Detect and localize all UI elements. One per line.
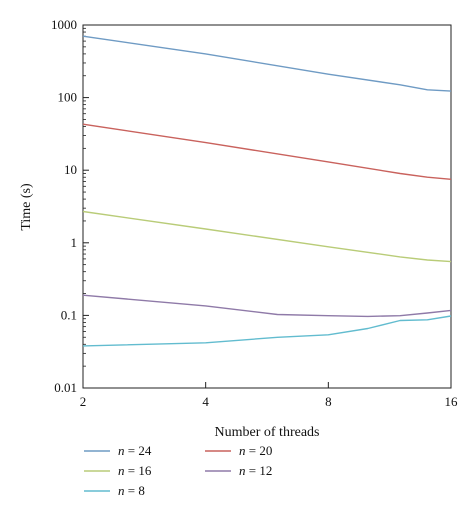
legend: n = 24 n = 20 n = 16 n = 12 n = 8 xyxy=(84,443,272,498)
x-axis-title: Number of threads xyxy=(215,425,320,440)
series-line-5 xyxy=(82,315,452,347)
legend-item-3: n = 16 xyxy=(84,463,152,478)
series-line-2 xyxy=(82,123,452,180)
legend-label: n = 24 xyxy=(118,443,152,458)
legend-label: n = 12 xyxy=(239,463,272,478)
legend-label: n = 20 xyxy=(239,443,272,458)
x-axis-ticks: 2 4 8 16 xyxy=(80,382,458,409)
legend-label: n = 8 xyxy=(118,483,145,498)
legend-item-4: n = 12 xyxy=(205,463,272,478)
y-axis-title: Time (s) xyxy=(19,183,34,231)
plot-area-frame xyxy=(82,24,452,389)
series-line-1 xyxy=(82,35,452,92)
y-tick-label: 0.01 xyxy=(54,380,77,395)
y-axis-ticks: 0.01 0.1 1 10 100 1000 xyxy=(51,17,89,395)
y-tick-label: 1000 xyxy=(51,17,77,32)
x-tick-label: 4 xyxy=(202,394,209,409)
y-tick-label: 0.1 xyxy=(61,307,77,322)
series-line-3 xyxy=(82,210,452,263)
series-line-4 xyxy=(82,294,452,318)
legend-item-5: n = 8 xyxy=(84,483,145,498)
y-tick-label: 1 xyxy=(71,235,78,250)
legend-item-1: n = 24 xyxy=(84,443,152,458)
x-tick-label: 2 xyxy=(80,394,87,409)
x-tick-label: 16 xyxy=(445,394,459,409)
series-lines xyxy=(82,35,452,347)
x-tick-label: 8 xyxy=(325,394,332,409)
legend-item-2: n = 20 xyxy=(205,443,272,458)
y-tick-label: 10 xyxy=(64,162,77,177)
y-tick-label: 100 xyxy=(58,90,78,105)
legend-label: n = 16 xyxy=(118,463,152,478)
